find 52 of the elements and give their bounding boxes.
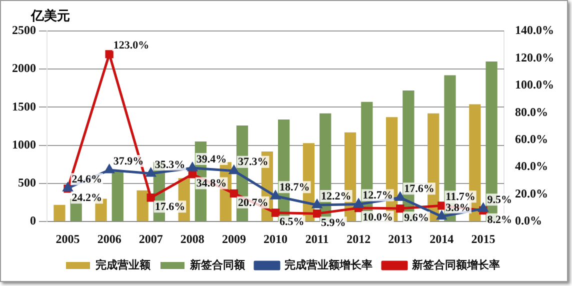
x-tick-label: 2012: [346, 232, 371, 246]
x-tick-label: 2008: [180, 232, 204, 246]
y2-tick-label: 0.0%: [515, 214, 542, 228]
legend-label: 完成营业额增长率: [284, 258, 372, 272]
legend-label: 完成营业额: [96, 258, 152, 272]
x-tick-label: 2013: [388, 232, 412, 246]
y-tick-label: 2500: [12, 23, 36, 38]
x-tick-label: 2007: [138, 232, 163, 246]
data-label: 37.3%: [238, 156, 268, 168]
data-label: 35.3%: [154, 158, 186, 171]
y2-tick-label: 100.0%: [515, 78, 554, 92]
data-label: 24.6%: [72, 173, 102, 186]
data-label: 8.2%: [487, 214, 512, 226]
legend-label: 新签合同额增长率: [411, 258, 500, 272]
y-tick-label: 1000: [12, 137, 36, 152]
data-label: 34.8%: [196, 178, 227, 190]
x-tick-label: 2006: [97, 232, 122, 246]
y2-tick-label: 40.0%: [515, 159, 548, 174]
data-label: 17.6%: [154, 200, 186, 213]
y2-tick-label: 80.0%: [515, 104, 548, 119]
data-label: 37.9%: [113, 155, 144, 168]
y2-tick-label: 60.0%: [515, 132, 548, 146]
y-tick-label: 0: [30, 214, 36, 228]
data-label: 10.0%: [362, 211, 393, 224]
data-label: 9.6%: [404, 212, 429, 224]
x-tick-label: 2014: [430, 232, 454, 246]
data-label: 12.2%: [321, 190, 352, 202]
x-tick-label: 2005: [56, 232, 80, 246]
data-label: 39.4%: [196, 153, 227, 166]
data-label: 12.7%: [362, 190, 393, 202]
data-label: 123.0%: [113, 39, 150, 52]
y-tick-label: 2000: [12, 61, 36, 76]
data-label: 17.6%: [404, 182, 434, 195]
legend-label: 新签合同额: [189, 258, 246, 272]
data-label: 20.7%: [238, 196, 268, 209]
x-tick-label: 2010: [264, 232, 288, 246]
y2-tick-label: 20.0%: [515, 186, 548, 200]
data-label: 9.5%: [487, 194, 512, 206]
y-tick-label: 1500: [12, 99, 36, 114]
x-tick-label: 2015: [471, 232, 496, 246]
data-label: 11.7%: [446, 191, 476, 204]
data-label: 3.8%: [446, 202, 470, 214]
data-label: 6.5%: [280, 216, 304, 228]
y-axis-title: 亿美元: [31, 8, 70, 25]
data-label: 5.9%: [321, 216, 346, 229]
data-label: 18.7%: [280, 181, 310, 194]
y2-tick-label: 140.0%: [515, 23, 554, 38]
x-tick-label: 2009: [222, 232, 246, 246]
data-label: 24.2%: [72, 192, 102, 204]
y2-tick-label: 120.0%: [515, 50, 554, 64]
x-tick-label: 2011: [305, 232, 329, 246]
y-tick-label: 500: [18, 176, 36, 190]
